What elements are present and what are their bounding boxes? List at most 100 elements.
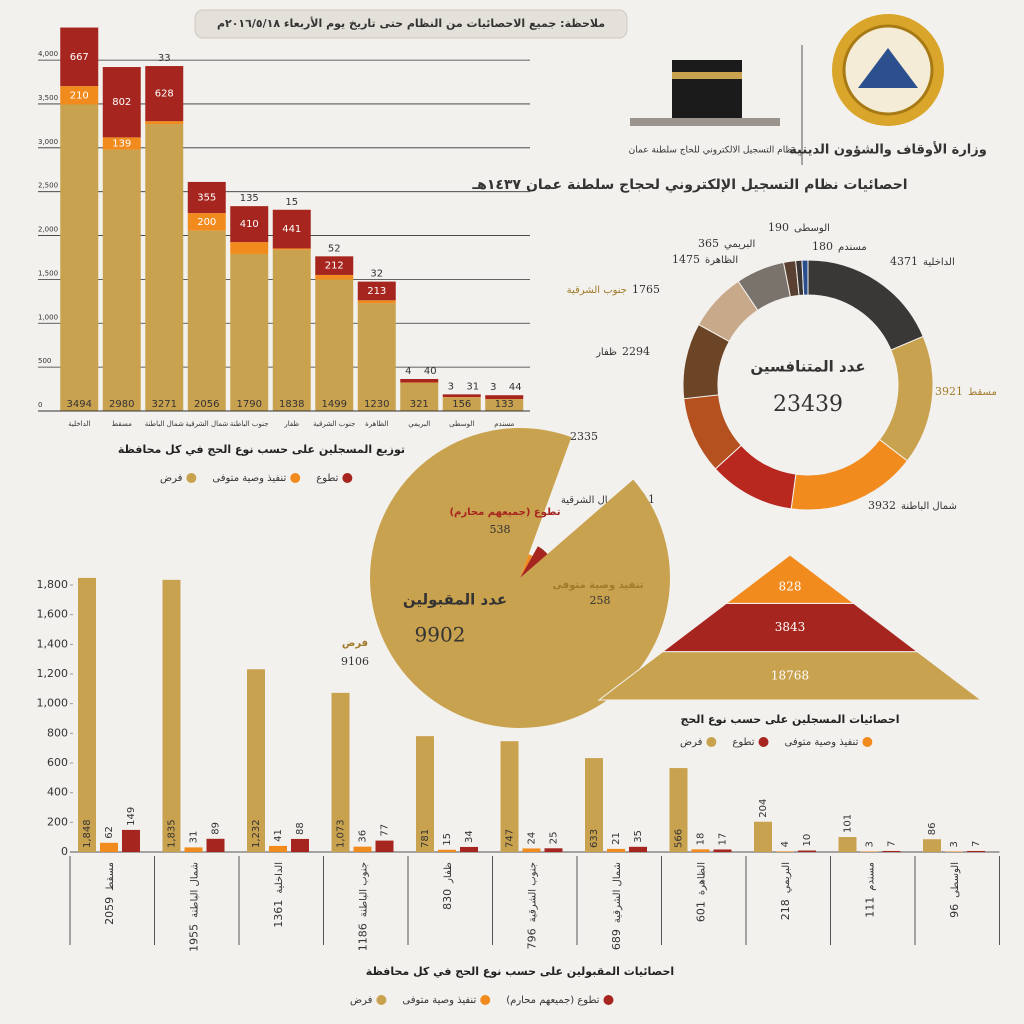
- value-label: 7: [887, 841, 898, 847]
- value-label: 88: [295, 822, 306, 835]
- value-label: 133: [495, 399, 514, 410]
- bar: [776, 851, 794, 852]
- slice-label: البريمي: [724, 239, 755, 250]
- bar-segment: [60, 27, 99, 87]
- value-label: 36: [358, 830, 369, 843]
- bar-segment: [315, 274, 354, 280]
- bar-segment: [145, 66, 184, 122]
- x-tick-label: شمال الباطنة: [145, 420, 184, 428]
- value-label: 1,232: [251, 819, 262, 848]
- value-label: 135: [240, 193, 259, 204]
- slice-label: شمال الباطنة: [901, 501, 957, 512]
- system-name: نظام التسجيل الالكتروني للحاج سلطنة عمان: [629, 146, 796, 156]
- bar: [184, 847, 203, 852]
- value-label: 747: [505, 829, 516, 848]
- value-label: 1838: [279, 399, 304, 410]
- legend-label: تنفيذ وصية متوفى: [402, 995, 476, 1006]
- legend-swatch: [706, 737, 717, 747]
- y-tick-label: 3,500: [38, 94, 58, 102]
- rose-title: عدد المقبولين: [403, 591, 507, 609]
- value-label: 3494: [67, 399, 92, 410]
- value-label: 7: [971, 841, 982, 847]
- x-tick-label: البريمي: [408, 420, 430, 428]
- value-label: 3: [949, 841, 960, 847]
- bar: [669, 768, 688, 852]
- value-label: 410: [240, 219, 259, 230]
- x-tick-label: مسقط: [112, 420, 132, 428]
- x-tick-label: الظاهرة: [365, 420, 388, 428]
- legend-label: تنفيذ وصية متوفى: [212, 473, 286, 484]
- x-tick-label: الوسطى: [449, 420, 474, 428]
- bar: [585, 758, 603, 852]
- donut-title: عدد المتنافسين: [750, 358, 865, 376]
- bar-segment: [400, 378, 439, 383]
- x-tick-label: جنوب الشرقية: [528, 862, 539, 922]
- value-label: 355: [197, 193, 216, 204]
- value-label: 44: [509, 382, 522, 393]
- value-label: 156: [452, 399, 471, 410]
- slice-label: ظفار: [595, 347, 617, 358]
- value-label: 200: [197, 217, 216, 228]
- legend-swatch: [862, 737, 873, 747]
- value-label: 25: [549, 832, 560, 845]
- value-label: 31: [466, 381, 479, 392]
- value-label: 34: [464, 830, 475, 843]
- value-label: 3: [865, 841, 876, 847]
- legend-swatch: [290, 473, 301, 483]
- group-total: 218: [779, 899, 792, 920]
- group-total: 96: [948, 904, 961, 918]
- slice-label: مسندم: [838, 242, 867, 253]
- group-total: 1955: [188, 924, 201, 952]
- bar-segment: [357, 303, 396, 411]
- bar: [713, 849, 732, 852]
- rose-total: 9902: [415, 623, 466, 647]
- bar-segment: [230, 242, 269, 254]
- bar: [923, 839, 941, 852]
- value-label: 3: [490, 382, 496, 393]
- bar: [522, 848, 541, 852]
- bar-segment: [60, 104, 99, 412]
- x-tick-label: ظفار: [283, 420, 299, 428]
- group-total: 111: [864, 897, 877, 918]
- legend-swatch: [342, 473, 353, 483]
- group-total: 1186: [357, 923, 370, 951]
- y-tick-label: 500: [38, 357, 51, 365]
- y-tick-label: 1,000: [38, 313, 58, 321]
- value-label: 633: [589, 829, 600, 848]
- bar-segment: [315, 279, 354, 411]
- value-label: 3271: [152, 399, 177, 410]
- value-label: 17: [718, 833, 729, 846]
- y-tick-label: 800: [47, 726, 68, 739]
- value-label: 213: [367, 286, 386, 297]
- value-label: 1,073: [336, 819, 347, 848]
- bar: [691, 849, 710, 852]
- x-tick-label: شمال الشرقية: [185, 420, 228, 428]
- value-label: 24: [527, 832, 538, 845]
- slice-value: 3932: [868, 499, 896, 512]
- slice-value: 1765: [632, 283, 660, 296]
- group-total: 2059: [103, 897, 116, 925]
- bar-segment: [315, 256, 354, 275]
- y-tick-label: 1,500: [38, 269, 58, 277]
- x-tick-label: الظاهرة: [697, 862, 708, 895]
- bar: [798, 850, 816, 852]
- bar-segment: [102, 137, 141, 150]
- legend-label: فرض: [680, 737, 703, 748]
- slice-value: 538: [490, 523, 511, 536]
- bar-segment: [485, 399, 524, 411]
- slice-value: 365: [698, 237, 719, 250]
- value-label: 89: [211, 822, 222, 835]
- value-label: 32: [370, 269, 383, 280]
- note: ملاحظة: جميع الاحصائيات من النظام حتى تا…: [217, 16, 605, 30]
- group-total: 830: [441, 889, 454, 910]
- x-tick-label: شمال الشرقية: [612, 862, 623, 923]
- x-tick-label: الداخلية: [68, 420, 90, 428]
- bar: [882, 850, 901, 852]
- y-tick-label: 3,000: [38, 138, 58, 146]
- group-total: 796: [526, 928, 539, 949]
- value-label: 21: [611, 832, 622, 845]
- bar: [100, 842, 118, 852]
- value-label: 10: [802, 834, 813, 847]
